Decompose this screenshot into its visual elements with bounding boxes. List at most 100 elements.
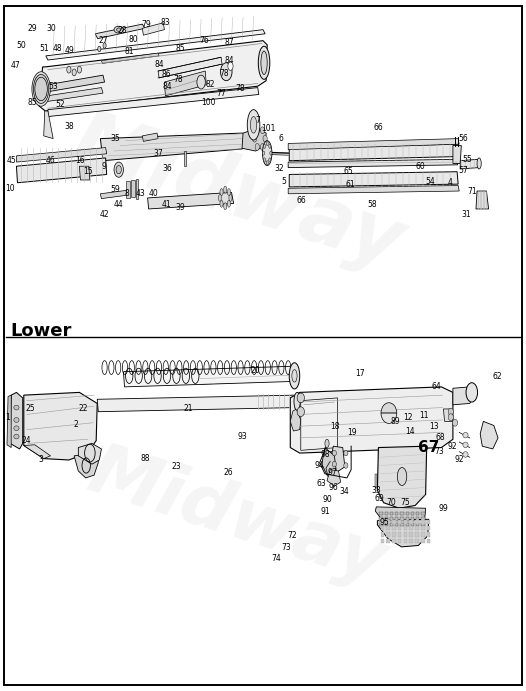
Text: 89: 89 (390, 417, 400, 426)
Bar (421, 520, 424, 524)
Text: 94: 94 (315, 461, 325, 470)
Text: 88: 88 (141, 454, 150, 463)
Bar (380, 538, 384, 542)
Text: 101: 101 (261, 124, 276, 133)
Text: 75: 75 (401, 498, 411, 507)
Polygon shape (7, 395, 11, 448)
Ellipse shape (103, 43, 106, 48)
Text: 19: 19 (347, 428, 357, 437)
Ellipse shape (266, 161, 268, 165)
Text: 22: 22 (79, 404, 88, 413)
Bar (416, 517, 419, 520)
Text: 30: 30 (46, 23, 56, 32)
Text: 83: 83 (160, 18, 170, 27)
Bar (421, 526, 424, 530)
Ellipse shape (197, 75, 205, 89)
Ellipse shape (220, 189, 223, 196)
Circle shape (332, 462, 337, 467)
Bar (415, 520, 419, 524)
Text: 17: 17 (355, 368, 365, 377)
Bar (406, 517, 409, 520)
Bar (386, 520, 390, 524)
Polygon shape (78, 444, 102, 464)
Polygon shape (47, 88, 103, 102)
Ellipse shape (477, 158, 481, 169)
Polygon shape (377, 519, 429, 547)
Polygon shape (102, 53, 159, 64)
Text: 54: 54 (425, 177, 434, 186)
Ellipse shape (227, 189, 230, 196)
Wedge shape (381, 403, 397, 413)
Text: 84: 84 (225, 56, 234, 65)
Bar (385, 522, 388, 526)
Ellipse shape (255, 127, 259, 133)
Ellipse shape (33, 75, 49, 104)
Polygon shape (24, 445, 50, 459)
Bar (411, 512, 414, 515)
Bar (427, 526, 430, 530)
Wedge shape (381, 413, 397, 424)
Bar (398, 526, 401, 530)
Circle shape (344, 451, 348, 456)
Bar (395, 512, 398, 515)
Ellipse shape (35, 77, 47, 101)
Polygon shape (24, 392, 97, 460)
Bar (379, 522, 382, 526)
Text: Midway: Midway (61, 104, 412, 284)
Bar (406, 512, 409, 515)
Ellipse shape (72, 69, 76, 76)
Bar (184, 151, 186, 167)
Bar (395, 522, 398, 526)
Ellipse shape (14, 434, 19, 439)
Polygon shape (289, 144, 458, 161)
Text: 65: 65 (343, 167, 353, 176)
Text: 39: 39 (175, 203, 185, 212)
Text: 56: 56 (459, 134, 468, 143)
Bar (415, 526, 419, 530)
Text: 72: 72 (288, 531, 297, 540)
Ellipse shape (264, 144, 266, 149)
Text: 93: 93 (237, 432, 247, 441)
Text: 42: 42 (100, 210, 109, 219)
Text: 73: 73 (281, 543, 291, 552)
Text: 63: 63 (317, 479, 327, 488)
Bar (398, 520, 401, 524)
Ellipse shape (116, 166, 122, 174)
Bar (386, 538, 390, 542)
Text: 99: 99 (439, 504, 448, 513)
Bar (385, 512, 388, 515)
Text: 40: 40 (149, 189, 159, 198)
Text: 85: 85 (175, 44, 185, 53)
Text: Midway: Midway (79, 437, 394, 598)
Text: 97: 97 (327, 468, 337, 477)
Text: 48: 48 (53, 44, 62, 53)
Text: 95: 95 (380, 518, 390, 527)
Text: 43: 43 (135, 189, 145, 198)
Text: 55: 55 (463, 155, 472, 164)
Text: 3: 3 (38, 455, 43, 464)
Bar (398, 538, 401, 542)
Polygon shape (97, 395, 296, 412)
Text: 85: 85 (27, 98, 37, 107)
Polygon shape (443, 409, 453, 422)
Ellipse shape (466, 383, 478, 402)
Bar (380, 532, 384, 536)
Bar (421, 522, 424, 526)
Text: 60: 60 (416, 162, 425, 171)
Bar (385, 517, 388, 520)
Bar (131, 180, 135, 196)
Text: 100: 100 (201, 98, 216, 107)
Text: 51: 51 (39, 44, 49, 53)
Ellipse shape (270, 151, 272, 155)
Bar (427, 532, 430, 536)
Polygon shape (46, 30, 265, 60)
Text: 59: 59 (110, 185, 120, 194)
Ellipse shape (260, 127, 265, 133)
Circle shape (448, 414, 453, 421)
Bar (392, 526, 396, 530)
Text: 4: 4 (447, 178, 452, 187)
Text: 47: 47 (11, 61, 21, 70)
Bar (403, 538, 407, 542)
Ellipse shape (224, 202, 227, 209)
Text: 2: 2 (73, 419, 78, 428)
